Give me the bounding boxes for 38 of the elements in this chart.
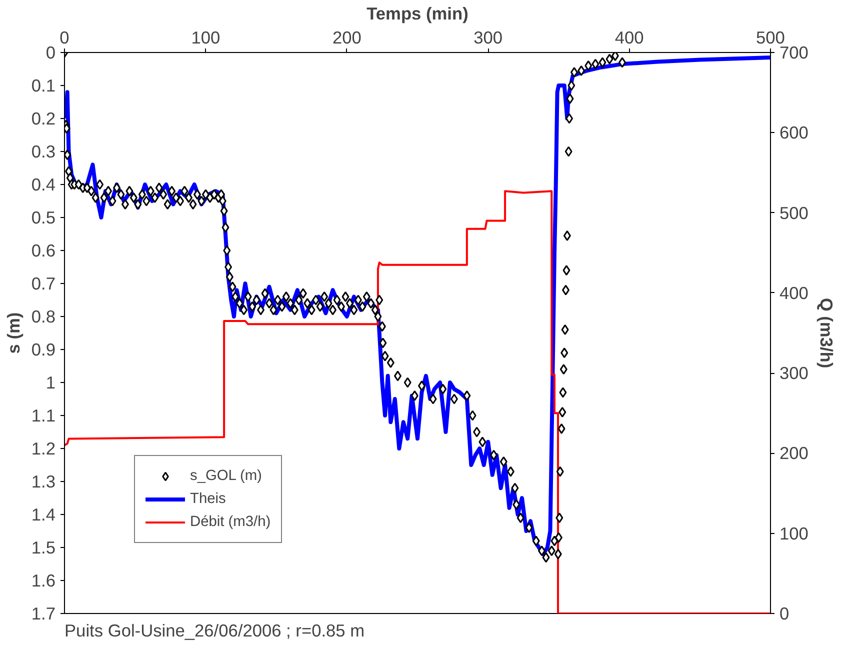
y-tick-label: 1.7 <box>31 604 56 624</box>
y-tick-label: 0.4 <box>31 174 56 194</box>
legend-label: s_GOL (m) <box>190 468 262 484</box>
legend-label: Theis <box>190 491 226 507</box>
x-tick-label: 100 <box>191 28 220 48</box>
y-tick-label: 0.5 <box>31 208 56 228</box>
x-tick-label: 0 <box>60 28 70 48</box>
legend-label: Débit (m3/h) <box>190 514 271 530</box>
y-tick-label: 1.4 <box>31 504 56 524</box>
y-tick-label: 0.2 <box>31 108 56 128</box>
y-tick-label: 0.9 <box>31 340 56 360</box>
y2-tick-label: 0 <box>780 604 790 624</box>
y2-tick-label: 300 <box>780 363 808 384</box>
y-tick-label: 0.1 <box>31 76 56 96</box>
y2-tick-label: 600 <box>780 122 808 143</box>
y-tick-label: 1.6 <box>31 570 56 590</box>
y-tick-label: 1.3 <box>31 472 56 492</box>
y2-tick-label: 200 <box>780 443 808 464</box>
y-tick-label: 0 <box>46 42 56 62</box>
y-tick-label: 1.5 <box>31 538 56 558</box>
y-tick-label: 0.6 <box>31 240 56 260</box>
y-tick-label: 0.8 <box>31 306 56 326</box>
text: Puits Gol-Usine_26/06/2006 ; r=0.85 m <box>64 620 365 640</box>
y2-tick-label: 400 <box>780 282 808 303</box>
y-tick-label: 1 <box>46 372 56 392</box>
line-series <box>64 190 770 614</box>
y-tick-label: 0.7 <box>31 274 56 294</box>
x-tick-label: 200 <box>332 28 362 48</box>
x-axis-title: Temps (min) <box>366 4 468 24</box>
y-axis-title: s (m) <box>3 312 24 354</box>
y2-tick-label: 500 <box>780 202 808 223</box>
y2-axis-title: Q (m3/h) <box>816 298 836 368</box>
y-tick-label: 1.1 <box>31 406 56 426</box>
x-tick-label: 400 <box>614 28 644 48</box>
x-tick-label: 300 <box>474 28 503 48</box>
y-tick-label: 0.3 <box>31 142 56 162</box>
y-tick-label: 1.2 <box>31 438 56 458</box>
y2-tick-label: 100 <box>780 523 808 544</box>
